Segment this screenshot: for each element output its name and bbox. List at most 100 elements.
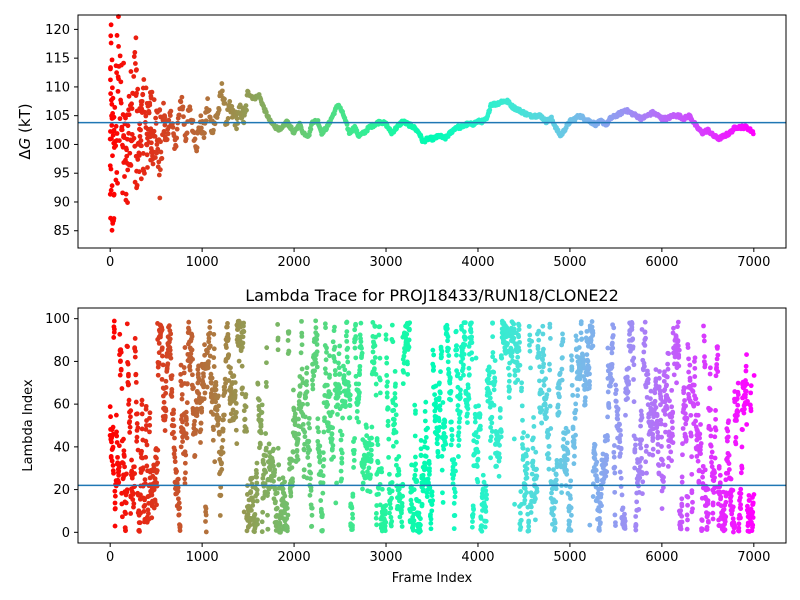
bottom-data-point: [143, 454, 149, 460]
bottom-data-point: [714, 365, 719, 370]
bottom-data-point: [437, 390, 443, 396]
bottom-data-point: [545, 451, 551, 456]
bottom-data-point: [365, 469, 370, 475]
bottom-data-point: [320, 512, 325, 518]
bottom-data-point: [679, 479, 685, 485]
bottom-data-point: [679, 474, 685, 480]
bottom-data-point: [751, 373, 757, 378]
bottom-data-point: [307, 425, 312, 431]
bottom-data-point: [562, 461, 568, 467]
bottom-data-point: [617, 427, 623, 433]
bottom-data-point: [750, 500, 756, 506]
bottom-data-point: [470, 503, 476, 509]
bottom-data-point: [692, 365, 698, 371]
bottom-data-point: [571, 461, 577, 467]
bottom-data-point: [665, 361, 671, 367]
bottom-data-point: [543, 376, 549, 382]
bottom-data-point: [433, 405, 439, 411]
bottom-data-point: [557, 370, 563, 376]
bottom-data-point: [730, 504, 736, 510]
bottom-data-point: [479, 528, 485, 534]
bottom-data-point: [469, 340, 475, 346]
top-data-point: [194, 145, 200, 151]
x-tick-label: 7000: [737, 550, 770, 565]
bottom-data-point: [190, 356, 195, 362]
bottom-data-point: [448, 397, 454, 403]
bottom-data-point: [228, 370, 233, 376]
bottom-data-point: [433, 400, 438, 406]
bottom-data-point: [169, 394, 175, 399]
bottom-data-point: [632, 465, 638, 471]
top-data-point: [168, 108, 174, 114]
bottom-data-point: [301, 447, 307, 453]
bottom-data-point: [532, 496, 538, 502]
top-data-point: [140, 92, 146, 98]
bottom-data-point: [282, 510, 287, 516]
bottom-data-point: [338, 437, 344, 443]
bottom-data-point: [377, 355, 383, 361]
bottom-data-point: [337, 343, 343, 349]
bottom-data-point: [650, 446, 656, 452]
y-tick-label: 85: [53, 224, 70, 239]
bottom-data-point: [676, 347, 682, 353]
bottom-data-point: [526, 524, 532, 529]
bottom-data-point: [344, 354, 350, 360]
top-data-point: [124, 112, 130, 118]
bottom-data-point: [123, 500, 129, 506]
bottom-data-point: [525, 460, 530, 466]
bottom-data-point: [346, 370, 351, 376]
bottom-data-point: [512, 372, 518, 378]
top-data-point: [125, 200, 130, 205]
bottom-data-point: [295, 457, 301, 463]
bottom-data-point: [383, 508, 388, 514]
bottom-data-point: [708, 443, 714, 449]
bottom-data-point: [449, 419, 454, 425]
top-data-point: [124, 153, 130, 159]
bottom-data-point: [497, 455, 503, 461]
bottom-data-point: [613, 520, 618, 526]
bottom-data-point: [322, 321, 328, 327]
bottom-data-point: [588, 339, 594, 345]
bottom-data-point: [389, 488, 395, 494]
bottom-data-point: [126, 373, 131, 379]
bottom-data-point: [259, 402, 265, 408]
top-data-point: [126, 93, 132, 99]
bottom-data-point: [156, 350, 162, 356]
bottom-data-point: [228, 386, 234, 392]
bottom-data-point: [272, 500, 278, 506]
bottom-data-point: [552, 525, 558, 531]
bottom-data-point: [718, 494, 724, 500]
bottom-data-point: [134, 411, 140, 417]
bottom-data-point: [717, 472, 723, 478]
bottom-data-point: [686, 356, 691, 362]
bottom-data-point: [133, 348, 138, 354]
bottom-data-point: [142, 502, 148, 508]
bottom-data-point: [232, 395, 238, 401]
bottom-data-point: [679, 519, 685, 525]
bottom-data-point: [254, 480, 260, 486]
top-data-point: [156, 172, 162, 178]
bottom-data-point: [220, 437, 226, 443]
bottom-data-point: [570, 392, 576, 398]
bottom-data-point: [684, 415, 690, 421]
bottom-data-point: [177, 505, 183, 511]
bottom-data-point: [399, 524, 405, 529]
bottom-data-point: [571, 437, 577, 443]
bottom-data-point: [610, 333, 616, 338]
bottom-data-point: [505, 365, 511, 371]
bottom-data-point: [320, 450, 326, 456]
bottom-data-point: [546, 466, 552, 472]
bottom-data-point: [587, 522, 593, 528]
bottom-data-point: [314, 342, 320, 347]
bottom-data-point: [309, 512, 315, 518]
bottom-data-point: [340, 363, 346, 369]
bottom-data-point: [599, 503, 604, 509]
bottom-data-point: [177, 523, 183, 528]
bottom-data-point: [387, 501, 393, 507]
bottom-data-point: [263, 469, 269, 475]
bottom-data-point: [738, 486, 744, 492]
bottom-data-point: [669, 458, 674, 464]
bottom-data-point: [212, 459, 218, 465]
bottom-data-point: [325, 402, 331, 408]
bottom-data-point: [655, 441, 661, 447]
